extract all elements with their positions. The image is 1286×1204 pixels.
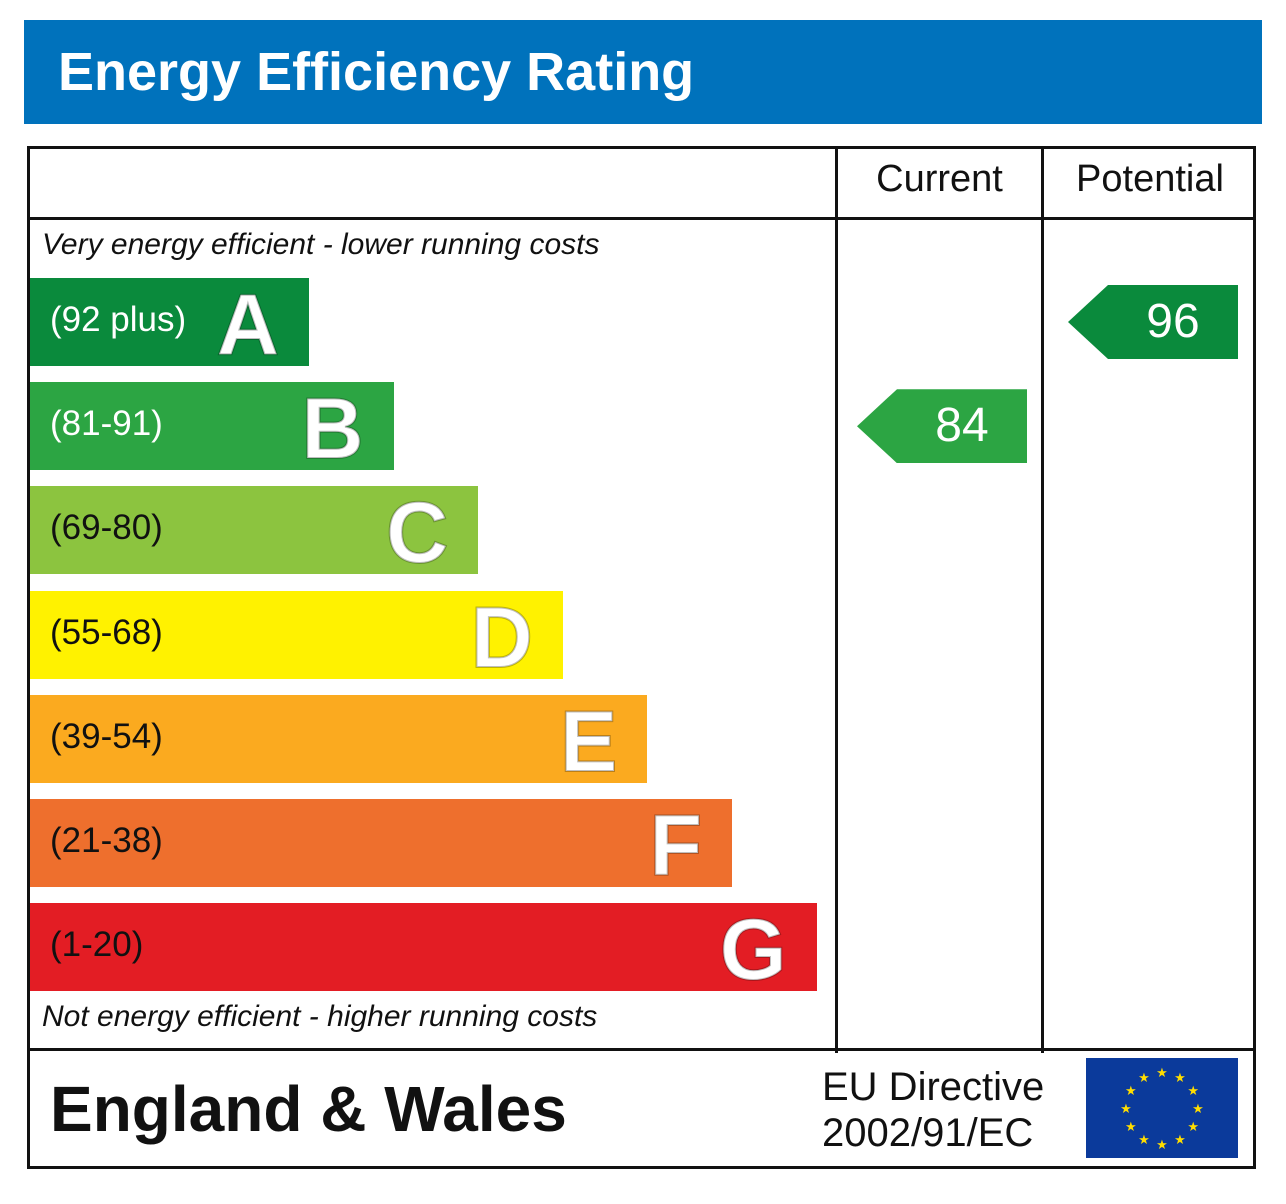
- band-letter: D: [470, 589, 534, 687]
- star-icon: ★: [1192, 1101, 1204, 1116]
- divider: [835, 146, 838, 1053]
- band-letter: E: [559, 693, 618, 791]
- star-icon: ★: [1120, 1101, 1132, 1116]
- star-icon: ★: [1187, 1083, 1199, 1098]
- band-letter: C: [385, 484, 449, 582]
- band-c: (69-80) C: [30, 484, 479, 582]
- divider: [27, 1048, 1256, 1051]
- band-letter: G: [719, 901, 788, 999]
- star-icon: ★: [1174, 1070, 1186, 1085]
- region-label: England & Wales: [50, 1073, 567, 1145]
- band-letter: F: [648, 797, 703, 895]
- star-icon: ★: [1125, 1119, 1137, 1134]
- band-range: (1-20): [50, 925, 144, 965]
- star-icon: ★: [1174, 1132, 1186, 1147]
- band-range: (39-54): [50, 716, 163, 756]
- band-f: (21-38) F: [30, 797, 732, 895]
- potential-value: 96: [1146, 295, 1200, 348]
- band-d: (55-68) D: [30, 589, 563, 687]
- rating-table: [27, 146, 1256, 1169]
- band-range: (21-38): [50, 821, 163, 860]
- bottom-note: Not energy efficient - higher running co…: [42, 1000, 598, 1033]
- potential-header: Potential: [1076, 158, 1224, 200]
- star-icon: ★: [1125, 1083, 1137, 1098]
- band-range: (69-80): [50, 508, 163, 548]
- band-e: (39-54) E: [30, 693, 648, 791]
- star-icon: ★: [1187, 1119, 1199, 1134]
- star-icon: ★: [1138, 1132, 1150, 1147]
- divider: [27, 217, 1256, 220]
- directive-line1: EU Directive: [822, 1065, 1045, 1109]
- directive-line2: 2002/91/EC: [822, 1111, 1034, 1155]
- top-note: Very energy efficient - lower running co…: [42, 228, 600, 261]
- band-a: (92 plus) A: [30, 276, 309, 374]
- band-letter: A: [216, 276, 280, 374]
- band-range: (81-91): [50, 404, 163, 444]
- current-header: Current: [876, 158, 1003, 200]
- star-icon: ★: [1156, 1137, 1168, 1152]
- eu-flag-icon: ★ ★ ★ ★ ★ ★ ★ ★ ★ ★ ★ ★: [1086, 1058, 1238, 1158]
- current-rating-arrow: 84: [857, 389, 1027, 464]
- eu-directive: EU Directive 2002/91/EC: [822, 1064, 1044, 1156]
- band-letter: B: [300, 380, 364, 478]
- divider: [1041, 146, 1044, 1053]
- current-value: 84: [935, 399, 989, 453]
- band-range: (92 plus): [50, 300, 187, 339]
- band-range: (55-68): [50, 612, 163, 652]
- star-icon: ★: [1156, 1065, 1168, 1080]
- star-icon: ★: [1138, 1070, 1150, 1085]
- chart-title: Energy Efficiency Rating: [58, 42, 695, 102]
- band-b: (81-91) B: [30, 380, 394, 478]
- potential-rating-arrow: 96: [1068, 285, 1238, 359]
- title-bar: [24, 20, 1262, 124]
- band-g: (1-20) G: [30, 901, 817, 999]
